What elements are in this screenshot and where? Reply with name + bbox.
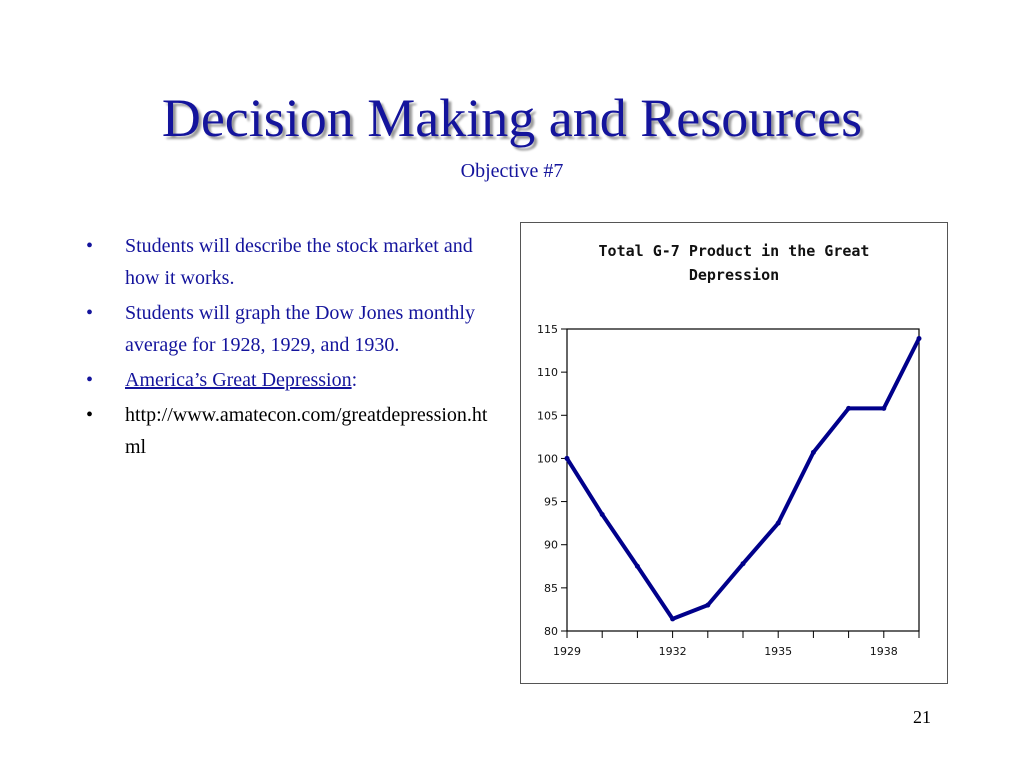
data-point xyxy=(916,335,922,341)
line-chart: 80 85 90 95 100 105 110 115 1929 1932 1935 1938 xyxy=(537,323,922,658)
bullet-text: Students will graph the Dow Jones monthl… xyxy=(125,302,475,356)
y-tick-label: 95 xyxy=(544,496,558,509)
bullet-url-text: http://www.amatecon.com/greatdepression.… xyxy=(125,404,488,458)
bullet-list: • Students will describe the stock marke… xyxy=(86,230,506,466)
data-point xyxy=(810,449,816,455)
bullet-item: • America’s Great Depression: xyxy=(86,364,506,396)
chart-frame: Total G-7 Product in the Great Depressio… xyxy=(520,222,948,684)
data-point xyxy=(634,563,640,569)
data-point xyxy=(670,616,676,622)
y-tick-label: 100 xyxy=(537,452,558,465)
data-point xyxy=(564,455,570,461)
series-line xyxy=(565,336,921,621)
great-depression-link[interactable]: America’s Great Depression xyxy=(125,369,352,391)
data-point xyxy=(846,405,852,411)
slide-title: Decision Making and Resources xyxy=(161,88,863,148)
bullet-dot: • xyxy=(86,235,94,257)
data-point xyxy=(740,561,746,567)
y-tick-label: 105 xyxy=(537,409,558,422)
bullet-suffix: : xyxy=(351,369,358,391)
chart-title-line: Depression xyxy=(688,266,780,284)
page-number: 21 xyxy=(913,707,931,727)
bullet-dot: • xyxy=(86,369,94,391)
y-tick-label: 90 xyxy=(544,539,558,552)
y-tick-label: 80 xyxy=(544,625,558,638)
data-point xyxy=(705,602,711,608)
bullet-text: Students will describe the stock market … xyxy=(125,235,473,289)
y-tick-label: 110 xyxy=(537,366,558,379)
chart-title: Total G-7 Product in the Great Depressio… xyxy=(521,239,947,287)
y-tick-label: 85 xyxy=(544,582,558,595)
x-tick-label: 1938 xyxy=(870,645,898,658)
data-point xyxy=(881,405,887,411)
plot-area-border xyxy=(566,328,920,632)
data-point xyxy=(775,520,781,526)
bullet-dot: • xyxy=(86,302,94,324)
bullet-item: • Students will graph the Dow Jones mont… xyxy=(86,297,506,361)
chart-title-line: Total G-7 Product in the Great xyxy=(598,242,870,260)
bullet-item: • http://www.amatecon.com/greatdepressio… xyxy=(86,399,506,463)
slide-subtitle: Objective #7 xyxy=(460,160,564,182)
y-tick-label: 115 xyxy=(537,323,558,336)
data-point xyxy=(599,512,605,518)
bullet-dot: • xyxy=(86,404,94,426)
x-tick-label: 1932 xyxy=(659,645,687,658)
bullet-item: • Students will describe the stock marke… xyxy=(86,230,506,294)
x-tick-label: 1935 xyxy=(764,645,792,658)
x-tick-label: 1929 xyxy=(553,645,581,658)
